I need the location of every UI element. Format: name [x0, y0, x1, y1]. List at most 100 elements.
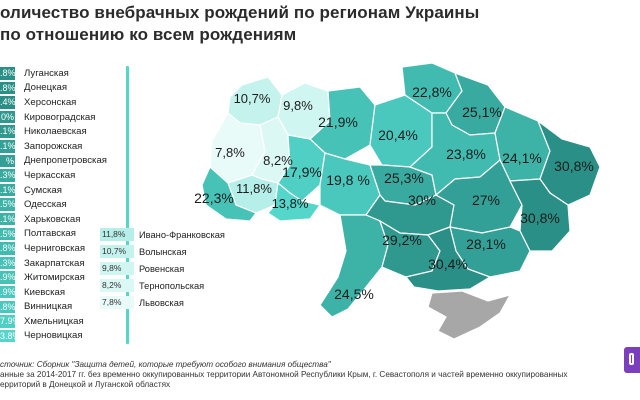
- legend-row: .1% Запорожская: [0, 139, 130, 154]
- legend-row: .8% Луганская: [0, 66, 130, 81]
- legend-row: .1% Николаевская: [0, 124, 130, 139]
- legend-swatch: .1%: [0, 140, 15, 153]
- legend-west-value: 8,2%: [100, 279, 134, 292]
- legend-west-row: 8,2% Тернопольская: [100, 277, 240, 294]
- legend-row: .4% Херсонская: [0, 95, 130, 110]
- region-zakarpattia: [201, 166, 257, 222]
- legend-row: .5% Одесская: [0, 197, 130, 212]
- map-label: 25,3%: [384, 170, 424, 186]
- legend-row: .1% Харьковская: [0, 212, 130, 227]
- legend-regions-list: .8% Луганская .8% Донецкая .4% Херсонская 0% Ки…: [0, 66, 130, 343]
- map-label: 10,7%: [234, 91, 271, 106]
- legend-row: .8% Черниговская: [0, 241, 130, 256]
- map-label: 24,5%: [334, 286, 374, 302]
- legend-swatch: .4%: [0, 96, 15, 109]
- map-label: 23,8%: [446, 146, 486, 162]
- legend-bracket-left: [126, 66, 129, 344]
- legend-row: .3% Черкасская: [0, 168, 130, 183]
- legend-west-value: 11,8%: [100, 228, 134, 241]
- legend-west-row: 10,7% Волынская: [100, 243, 240, 260]
- legend-swatch: .8%: [0, 67, 15, 80]
- title-line-2: по отношению ко всем рождениям: [0, 25, 297, 44]
- legend-west-regions: 11,8% Ивано-Франковская 10,7% Волынская 9,8%…: [100, 226, 240, 311]
- map-label: 30%: [408, 192, 436, 208]
- legend-row: 3.8% Черновицкая: [0, 329, 130, 344]
- legend-west-row: 9,8% Ровенская: [100, 260, 240, 277]
- legend-label: Одесская: [24, 199, 67, 211]
- footer-notes: сточник: Сборник "Защита детей, которые …: [0, 360, 620, 390]
- map-value-labels: 10,7% 9,8% 21,9% 20,4% 22,8% 25,1% 7,8% 8,2%17,…: [194, 84, 594, 302]
- map-label: 13,8%: [272, 196, 309, 211]
- legend-swatch: 7.9%: [0, 315, 15, 328]
- legend-row: .9% Киевская: [0, 285, 130, 300]
- legend-swatch: 3.8%: [0, 329, 15, 343]
- region-donetsk: [509, 178, 571, 252]
- legend-swatch: .9%: [0, 285, 15, 299]
- legend-label: Хмельницкая: [24, 315, 84, 327]
- legend-west-label: Ровенская: [139, 263, 185, 274]
- map-label: 22,3%: [194, 190, 234, 206]
- legend-swatch: .3%: [0, 169, 15, 182]
- footer-note-2: ерриторий в Донецкой и Луганской областя…: [0, 380, 171, 389]
- legend-swatch: .5%: [0, 198, 15, 211]
- map-label: 24,1%: [502, 150, 542, 166]
- region-crimea: [427, 290, 512, 340]
- legend-label: Сумская: [24, 184, 62, 196]
- legend-label: Николаевская: [24, 126, 87, 138]
- map-label: 7,8%: [215, 145, 245, 160]
- region-kherson: [404, 226, 492, 292]
- legend-label: Днепропетровская: [24, 155, 107, 167]
- map-label: 9,8%: [283, 98, 313, 113]
- legend-label: Полтавская: [24, 228, 76, 240]
- map-label: 30,8%: [520, 210, 560, 226]
- region-chernivtsi: [267, 181, 322, 222]
- chart-title: оличество внебрачных рождений по региона…: [0, 2, 520, 46]
- legend-swatch: .8%: [0, 81, 15, 95]
- legend-label: Киевская: [24, 286, 66, 298]
- map-label: 17,9%: [282, 164, 322, 180]
- legend-label: Херсонская: [24, 96, 77, 108]
- map-label: 29,2%: [382, 232, 422, 248]
- logo-mark-icon: [629, 353, 634, 365]
- map-regions: [201, 62, 601, 340]
- title-line-1: оличество внебрачных рождений по региона…: [0, 3, 480, 22]
- legend-west-label: Волынская: [139, 246, 187, 257]
- map-label: 21,9%: [318, 114, 358, 130]
- legend-label: Закарпатская: [24, 257, 85, 269]
- legend-swatch: .9%: [0, 271, 15, 284]
- ukraine-map: 10,7% 9,8% 21,9% 20,4% 22,8% 25,1% 7,8% 8,2%17,…: [194, 62, 601, 340]
- legend-row: .8% Винницкая: [0, 300, 130, 315]
- legend-swatch: .1%: [0, 212, 15, 226]
- legend-swatch: .1%: [0, 183, 15, 197]
- map-label: 8,2%: [263, 153, 293, 168]
- legend-label: Запорожская: [24, 140, 83, 152]
- map-label: 22,8%: [412, 84, 452, 100]
- footer-source: сточник: Сборник "Защита детей, которые …: [0, 360, 331, 369]
- map-label: 19,8 %: [326, 172, 370, 188]
- map-label: 30,8%: [554, 158, 594, 174]
- map-label: 20,4%: [378, 127, 418, 143]
- legend-west-value: 9,8%: [100, 262, 134, 275]
- legend-label: Донецкая: [24, 82, 68, 94]
- legend-row: 7.9% Хмельницкая: [0, 314, 130, 329]
- legend-swatch: 0%: [0, 110, 15, 124]
- legend-row: .9% Житомирская: [0, 270, 130, 285]
- legend-label: Харьковская: [24, 213, 81, 225]
- legend-swatch: .8%: [0, 300, 15, 314]
- map-label: 28,1%: [466, 236, 506, 252]
- map-label: 27%: [472, 192, 500, 208]
- legend-row: .1% Сумская: [0, 183, 130, 198]
- legend-row: .3% Закарпатская: [0, 256, 130, 271]
- legend-row: .8% Донецкая: [0, 81, 130, 96]
- legend-label: Черкасская: [24, 169, 76, 181]
- legend-row: 0% Кировоградская: [0, 110, 130, 125]
- region-odesa: [319, 214, 389, 318]
- legend-swatch: .1%: [0, 125, 15, 138]
- map-label: 25,1%: [462, 104, 502, 120]
- map-label: 30,4%: [428, 256, 468, 272]
- legend-row: .5% Полтавская: [0, 227, 130, 242]
- brand-logo: [624, 347, 640, 373]
- legend-west-label: Тернопольская: [139, 280, 205, 291]
- legend-label: Житомирская: [24, 272, 85, 284]
- legend-swatch: %: [0, 154, 15, 168]
